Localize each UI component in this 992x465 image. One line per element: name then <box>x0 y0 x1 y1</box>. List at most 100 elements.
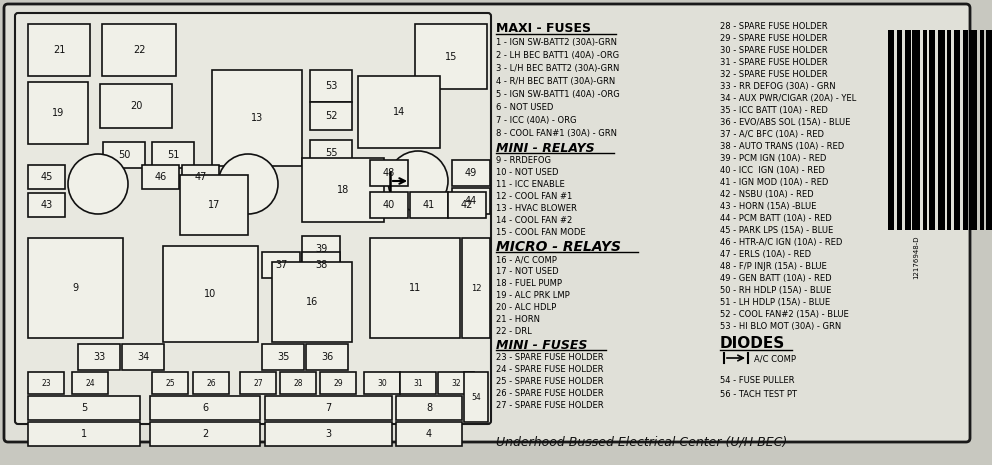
Text: 22: 22 <box>133 45 145 55</box>
Text: 49 - GEN BATT (10A) - RED: 49 - GEN BATT (10A) - RED <box>720 274 831 283</box>
Text: 48: 48 <box>383 168 395 178</box>
Bar <box>897 30 902 230</box>
Text: 18 - FUEL PUMP: 18 - FUEL PUMP <box>496 279 562 288</box>
Text: 23 - SPARE FUSE HOLDER: 23 - SPARE FUSE HOLDER <box>496 353 603 362</box>
Text: 24: 24 <box>85 379 95 387</box>
Text: 22 - DRL: 22 - DRL <box>496 327 532 336</box>
Text: 52 - COOL FAN#2 (15A) - BLUE: 52 - COOL FAN#2 (15A) - BLUE <box>720 310 849 319</box>
Text: 51: 51 <box>167 150 180 160</box>
Text: 15 - COOL FAN MODE: 15 - COOL FAN MODE <box>496 228 585 237</box>
Bar <box>937 30 945 230</box>
Bar <box>212 70 302 166</box>
Text: 7: 7 <box>325 403 331 413</box>
Bar <box>265 422 392 446</box>
Bar <box>240 372 276 394</box>
Bar <box>923 30 927 230</box>
Text: 24 - SPARE FUSE HOLDER: 24 - SPARE FUSE HOLDER <box>496 365 603 374</box>
Text: 30: 30 <box>377 379 387 387</box>
Bar <box>28 82 88 144</box>
Bar <box>946 30 951 230</box>
Text: 13: 13 <box>251 113 263 123</box>
Bar <box>262 344 304 370</box>
Bar <box>888 30 894 230</box>
Text: 38: 38 <box>314 260 327 270</box>
Text: 29: 29 <box>333 379 343 387</box>
Bar <box>265 396 392 420</box>
Bar <box>100 84 172 128</box>
FancyBboxPatch shape <box>15 13 491 424</box>
Text: 27: 27 <box>253 379 263 387</box>
Bar <box>912 30 920 230</box>
Text: 45 - PARK LPS (15A) - BLUE: 45 - PARK LPS (15A) - BLUE <box>720 226 833 235</box>
Bar <box>180 175 248 235</box>
Text: 18: 18 <box>337 185 349 195</box>
Bar <box>358 76 440 148</box>
Text: 10: 10 <box>204 289 216 299</box>
Text: 9: 9 <box>72 283 78 293</box>
Text: 14: 14 <box>393 107 405 117</box>
Bar <box>400 372 436 394</box>
Bar <box>370 238 460 338</box>
Bar <box>452 188 490 214</box>
Bar <box>905 30 911 230</box>
Bar <box>150 422 260 446</box>
Text: 25 - SPARE FUSE HOLDER: 25 - SPARE FUSE HOLDER <box>496 377 603 386</box>
Text: MINI - FUSES: MINI - FUSES <box>496 339 587 352</box>
Text: 34 - AUX PWR/CIGAR (20A) - YEL: 34 - AUX PWR/CIGAR (20A) - YEL <box>720 94 856 103</box>
Text: 39 - PCM IGN (10A) - RED: 39 - PCM IGN (10A) - RED <box>720 154 826 163</box>
Text: 44 - PCM BATT (10A) - RED: 44 - PCM BATT (10A) - RED <box>720 214 831 223</box>
Bar <box>103 142 145 168</box>
Text: 47 - ERLS (10A) - RED: 47 - ERLS (10A) - RED <box>720 250 811 259</box>
Bar <box>28 396 140 420</box>
Text: 41: 41 <box>423 200 435 210</box>
Bar <box>415 24 487 89</box>
Bar <box>152 142 194 168</box>
Text: 19: 19 <box>52 108 64 118</box>
Bar <box>163 246 258 342</box>
Text: 53: 53 <box>324 81 337 91</box>
Text: 15: 15 <box>444 52 457 61</box>
Text: 38 - AUTO TRANS (10A) - RED: 38 - AUTO TRANS (10A) - RED <box>720 142 844 151</box>
Text: 17: 17 <box>207 200 220 210</box>
Text: 3 - L/H BEC BATT2 (30A)-GRN: 3 - L/H BEC BATT2 (30A)-GRN <box>496 64 619 73</box>
Bar <box>979 30 984 230</box>
Bar <box>310 102 352 130</box>
Text: 41 - IGN MOD (10A) - RED: 41 - IGN MOD (10A) - RED <box>720 178 828 187</box>
Text: 47: 47 <box>194 172 206 182</box>
Text: 35 - ICC BATT (10A) - RED: 35 - ICC BATT (10A) - RED <box>720 106 828 115</box>
Text: 16 - A/C COMP: 16 - A/C COMP <box>496 255 557 264</box>
Bar <box>28 372 64 394</box>
Text: DIODES: DIODES <box>720 336 786 351</box>
Bar <box>306 344 348 370</box>
Bar <box>72 372 108 394</box>
Text: 42: 42 <box>461 200 473 210</box>
Bar <box>954 30 960 230</box>
Text: 4 - R/H BEC BATT (30A)-GRN: 4 - R/H BEC BATT (30A)-GRN <box>496 77 615 86</box>
Text: 19 - ALC PRK LMP: 19 - ALC PRK LMP <box>496 291 569 300</box>
Text: MICRO - RELAYS: MICRO - RELAYS <box>496 240 621 254</box>
Text: 12 - COOL FAN #1: 12 - COOL FAN #1 <box>496 192 572 201</box>
Bar <box>302 236 340 262</box>
Text: 25: 25 <box>166 379 175 387</box>
Bar <box>122 344 164 370</box>
Text: 40: 40 <box>383 200 395 210</box>
Bar <box>410 192 448 218</box>
Text: 11: 11 <box>409 283 422 293</box>
Bar <box>302 158 384 222</box>
Text: 33: 33 <box>93 352 105 362</box>
Bar <box>969 30 976 230</box>
Text: 35: 35 <box>277 352 290 362</box>
Bar <box>142 165 179 189</box>
Text: 5: 5 <box>81 403 87 413</box>
Text: 36 - EVO/ABS SOL (15A) - BLUE: 36 - EVO/ABS SOL (15A) - BLUE <box>720 118 850 127</box>
Bar <box>438 372 474 394</box>
Bar <box>280 372 316 394</box>
Text: 43 - HORN (15A) -BLUE: 43 - HORN (15A) -BLUE <box>720 202 816 211</box>
Bar <box>462 238 490 338</box>
Bar <box>28 193 65 217</box>
Text: 1 - IGN SW-BATT2 (30A)-GRN: 1 - IGN SW-BATT2 (30A)-GRN <box>496 38 617 47</box>
Bar <box>262 252 300 278</box>
Bar <box>929 30 934 230</box>
Bar <box>152 372 188 394</box>
Text: 39: 39 <box>314 244 327 254</box>
